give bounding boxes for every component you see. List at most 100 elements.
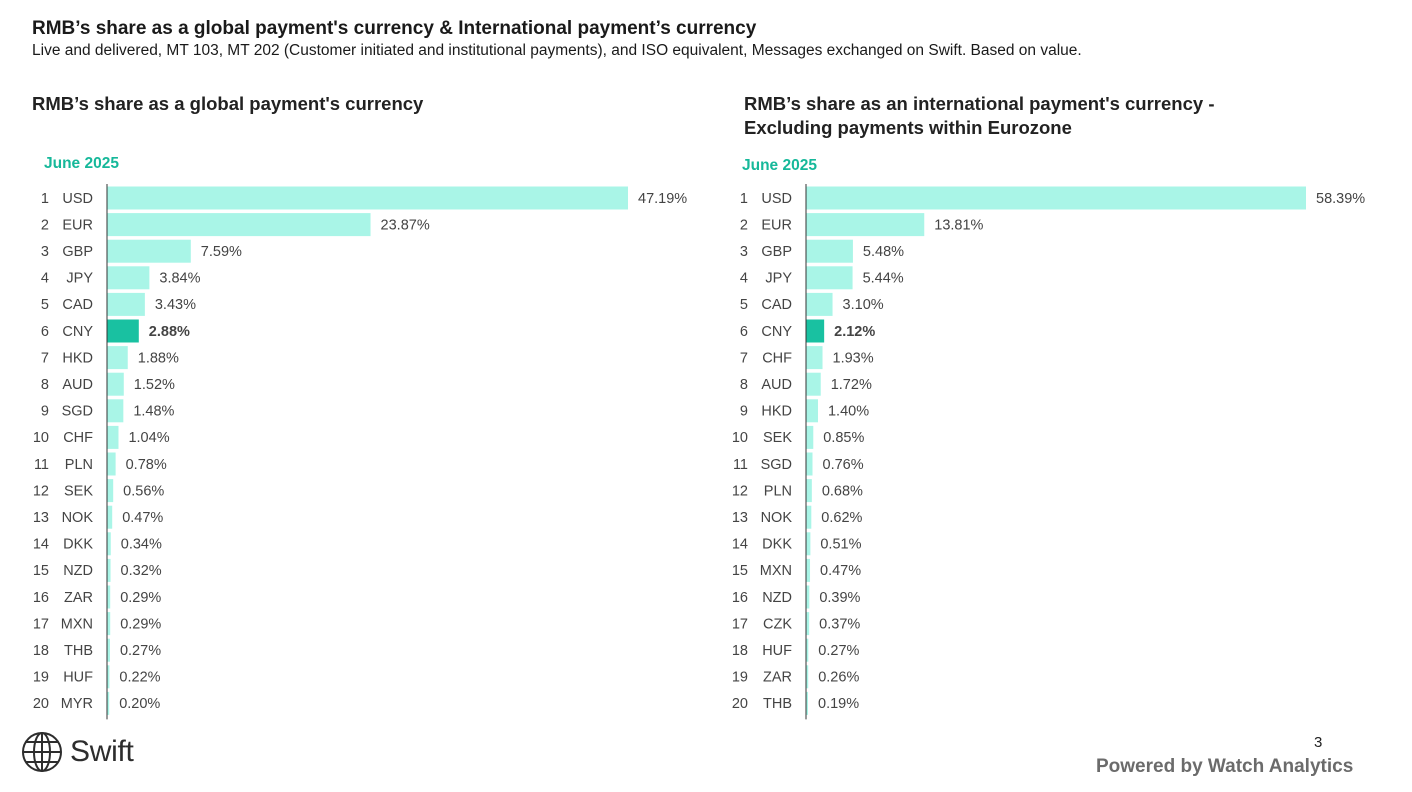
page-number: 3 [1314, 734, 1323, 751]
rank-label: 17 [732, 616, 748, 632]
category-label: USD [62, 191, 93, 207]
category-label: SEK [763, 430, 792, 446]
value-label: 0.20% [119, 696, 160, 712]
category-label: MXN [61, 616, 93, 632]
value-label: 5.44% [863, 271, 904, 287]
category-label: NOK [62, 510, 94, 526]
rank-label: 5 [41, 297, 49, 313]
rank-label: 6 [740, 324, 748, 340]
bar [107, 266, 150, 290]
value-label: 1.40% [828, 404, 869, 420]
category-label: MYR [61, 696, 93, 712]
category-label: SEK [64, 483, 93, 499]
rank-label: 14 [732, 537, 748, 553]
category-label: CHF [762, 350, 792, 366]
category-label: SGD [62, 404, 93, 420]
category-label: HKD [761, 404, 792, 420]
rank-label: 10 [732, 430, 748, 446]
powered-by-footer: Powered by Watch Analytics [1096, 756, 1354, 777]
value-label: 0.56% [123, 483, 164, 499]
bar [107, 372, 124, 396]
rank-label: 17 [33, 616, 49, 632]
bar [806, 505, 812, 529]
value-label: 0.47% [122, 510, 163, 526]
bar-highlight [806, 319, 825, 343]
rank-label: 18 [33, 643, 49, 659]
bar [806, 399, 818, 423]
category-label: HUF [63, 670, 93, 686]
bar [806, 452, 813, 476]
value-label: 47.19% [638, 191, 687, 207]
value-label: 1.52% [134, 377, 175, 393]
category-label: JPY [765, 271, 792, 287]
bar-chart-global: 1 USD 47.19%2 EUR 23.87%3 GBP 7.59%4 JPY 3.84%5 C… [33, 184, 687, 720]
rank-label: 12 [732, 483, 748, 499]
category-label: NZD [63, 563, 93, 579]
value-label: 2.12% [834, 324, 875, 340]
category-label: CAD [761, 297, 792, 313]
category-label: CNY [62, 324, 93, 340]
category-label: CAD [62, 297, 93, 313]
value-label: 1.04% [128, 430, 169, 446]
page-subtitle: Live and delivered, MT 103, MT 202 (Cust… [32, 42, 1082, 59]
bar [107, 612, 111, 636]
value-label: 1.72% [831, 377, 872, 393]
bar [806, 239, 853, 263]
category-label: EUR [761, 217, 792, 233]
bar [107, 638, 110, 662]
rank-label: 13 [33, 510, 49, 526]
bar [107, 532, 111, 556]
chart-title-global: RMB’s share as a global payment's curren… [32, 93, 424, 114]
value-label: 3.43% [155, 297, 196, 313]
rank-label: 9 [41, 404, 49, 420]
globe-icon [22, 732, 62, 772]
category-label: CZK [763, 616, 792, 632]
bar [107, 585, 111, 609]
category-label: JPY [66, 271, 93, 287]
bar [107, 691, 110, 715]
value-label: 23.87% [381, 217, 430, 233]
category-label: CNY [761, 324, 792, 340]
rank-label: 3 [740, 244, 748, 260]
category-label: THB [763, 696, 792, 712]
category-label: DKK [63, 537, 93, 553]
page-title: RMB’s share as a global payment's curren… [32, 18, 757, 39]
value-label: 1.48% [133, 404, 174, 420]
category-label: CHF [63, 430, 93, 446]
swift-logo[interactable]: Swift [20, 728, 160, 776]
value-label: 0.51% [820, 537, 861, 553]
period-label-global: June 2025 [44, 155, 119, 172]
bar [107, 346, 128, 370]
rank-label: 14 [33, 537, 49, 553]
category-label: THB [64, 643, 93, 659]
category-label: NOK [761, 510, 793, 526]
category-label: GBP [761, 244, 792, 260]
category-label: EUR [62, 217, 93, 233]
rank-label: 6 [41, 324, 49, 340]
value-label: 5.48% [863, 244, 904, 260]
bar [806, 292, 833, 316]
value-label: 0.47% [820, 563, 861, 579]
bar-highlight [107, 319, 139, 343]
swift-logo-text: Swift [70, 735, 134, 768]
value-label: 0.19% [818, 696, 859, 712]
rank-label: 1 [740, 191, 748, 207]
category-label: ZAR [64, 590, 93, 606]
bar [107, 399, 124, 423]
bar [806, 585, 810, 609]
value-label: 3.84% [159, 271, 200, 287]
bar [806, 691, 808, 715]
bar [806, 612, 810, 636]
value-label: 7.59% [201, 244, 242, 260]
bar [107, 452, 116, 476]
rank-label: 5 [740, 297, 748, 313]
rank-label: 2 [740, 217, 748, 233]
rank-label: 15 [732, 563, 748, 579]
category-label: SGD [761, 457, 792, 473]
value-label: 0.85% [823, 430, 864, 446]
rank-label: 20 [33, 696, 49, 712]
category-label: NZD [762, 590, 792, 606]
rank-label: 7 [41, 350, 49, 366]
bar [107, 213, 371, 237]
rank-label: 8 [41, 377, 49, 393]
